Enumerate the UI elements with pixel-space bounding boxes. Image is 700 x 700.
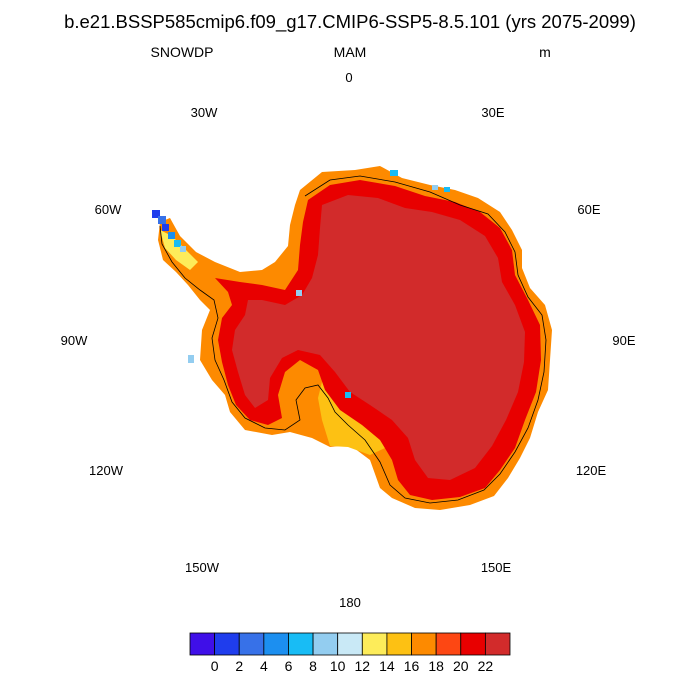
colorbar-swatch <box>238 632 265 656</box>
colorbar-tick-label: 6 <box>285 658 293 674</box>
colorbar-tick-label: 14 <box>379 658 395 674</box>
field-interior <box>232 195 525 480</box>
colorbar-swatch <box>386 632 412 656</box>
coastline <box>159 175 547 504</box>
colorbar-swatch <box>312 632 339 656</box>
colorbar-tick-label: 20 <box>453 658 469 674</box>
colorbar-swatch <box>484 632 511 656</box>
variable-label: SNOWDP <box>151 44 214 60</box>
colorbar-swatch <box>361 632 388 656</box>
colorbar-swatch <box>288 632 314 656</box>
lon-label-120w: 120W <box>89 463 124 478</box>
lon-label-150e: 150E <box>481 560 512 575</box>
colorbar-swatch <box>189 632 216 656</box>
colorbar-swatch <box>460 632 486 656</box>
colorbar-swatch <box>337 632 363 656</box>
lon-label-60e: 60E <box>577 202 600 217</box>
colorbar: 0 2 4 6 8 10 12 14 16 18 20 22 <box>189 632 511 674</box>
field-peninsula-fringe <box>160 230 198 270</box>
lon-label-90e: 90E <box>612 333 635 348</box>
lon-label-30w: 30W <box>191 105 218 120</box>
lon-label-90w: 90W <box>61 333 88 348</box>
lon-label-180: 180 <box>339 595 361 610</box>
colorbar-tick-label: 0 <box>211 658 219 674</box>
colorbar-swatch <box>263 632 289 656</box>
colorbar-tick-label: 2 <box>235 658 243 674</box>
figure-title: b.e21.BSSP585cmip6.f09_g17.CMIP6-SSP5-8.… <box>64 11 636 33</box>
lon-label-150w: 150W <box>185 560 220 575</box>
colorbar-tick-label: 16 <box>404 658 420 674</box>
lon-label-30e: 30E <box>481 105 504 120</box>
lon-label-60w: 60W <box>95 202 122 217</box>
colorbar-tick-label: 4 <box>260 658 268 674</box>
colorbar-tick-label: 10 <box>330 658 346 674</box>
colorbar-tick-label: 22 <box>478 658 494 674</box>
units-label: m <box>539 44 551 60</box>
colorbar-swatch <box>411 632 437 656</box>
snow-depth-field <box>152 166 552 510</box>
colorbar-tick-label: 12 <box>355 658 371 674</box>
colorbar-tick-label: 18 <box>428 658 444 674</box>
lon-label-120e: 120E <box>576 463 607 478</box>
field-low-speckles <box>152 170 450 398</box>
colorbar-tick-label: 8 <box>309 658 317 674</box>
lon-label-0: 0 <box>345 70 352 85</box>
colorbar-swatch <box>214 632 240 656</box>
season-label: MAM <box>334 44 367 60</box>
colorbar-swatch <box>435 632 462 656</box>
